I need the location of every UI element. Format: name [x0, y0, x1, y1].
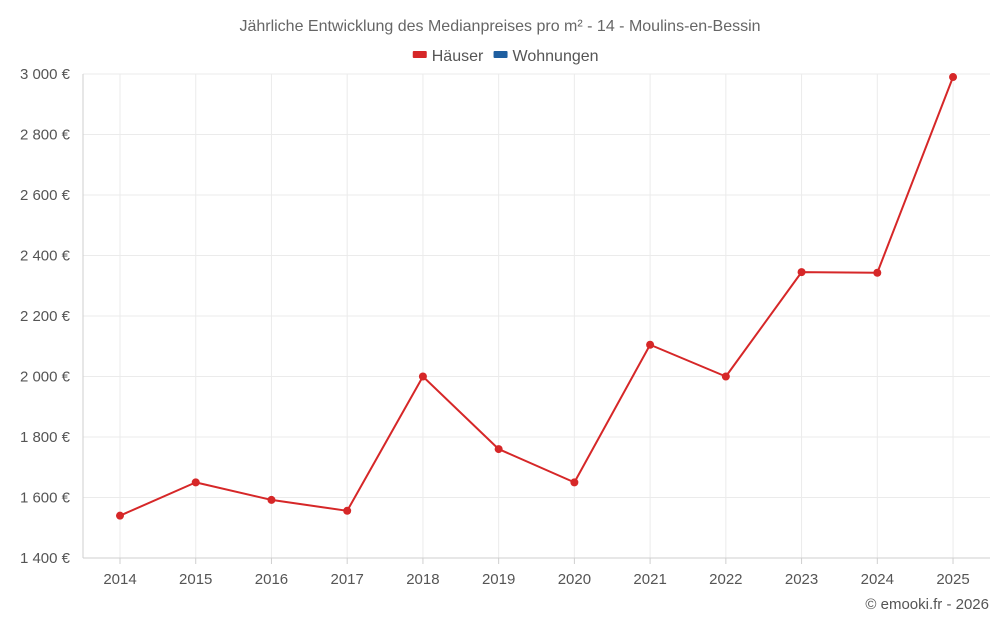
x-tick-label: 2017: [331, 571, 364, 588]
y-tick-label: 3 000 €: [20, 66, 71, 83]
y-tick-label: 1 400 €: [20, 550, 71, 567]
data-point[interactable]: [116, 511, 124, 520]
credit-text: © emooki.fr - 2026: [865, 596, 989, 613]
legend: Häuser Wohnungen: [412, 48, 599, 65]
y-tick-label: 2 000 €: [20, 369, 71, 386]
series-line-häuser: [119, 76, 954, 517]
x-tick-label: 2022: [709, 571, 742, 588]
data-point[interactable]: [191, 478, 200, 487]
y-tick-label: 2 200 €: [20, 308, 71, 325]
legend-label: Wohnungen: [513, 48, 599, 65]
data-point[interactable]: [797, 268, 806, 277]
data-point[interactable]: [570, 478, 579, 487]
legend-swatch: [412, 51, 427, 58]
x-tick-label: 2021: [633, 571, 666, 588]
data-point[interactable]: [267, 495, 276, 504]
data-point[interactable]: [418, 372, 427, 381]
x-tick-label: 2019: [482, 571, 515, 588]
y-tick-label: 1 800 €: [20, 429, 71, 446]
series-layer: [116, 73, 958, 520]
data-point[interactable]: [721, 372, 730, 381]
x-tick-label: 2025: [936, 571, 969, 588]
legend-item-haeuser[interactable]: Häuser: [412, 48, 484, 65]
data-point[interactable]: [949, 73, 958, 82]
legend-swatch: [493, 51, 508, 58]
data-point[interactable]: [494, 445, 503, 454]
x-tick-label: 2023: [785, 571, 818, 588]
data-point[interactable]: [646, 340, 655, 349]
data-point[interactable]: [873, 268, 882, 277]
x-tick-label: 2020: [558, 571, 591, 588]
data-point[interactable]: [343, 506, 352, 515]
y-tick-label: 2 600 €: [20, 187, 71, 204]
axes: 1 400 € 1 600 € 1 800 € 2 000 € 2 200 € 2 400…: [20, 66, 990, 588]
x-tick-label: 2015: [179, 571, 212, 588]
chart-title: Jährliche Entwicklung des Medianpreises …: [239, 18, 760, 35]
legend-item-wohnungen[interactable]: Wohnungen: [493, 48, 599, 65]
y-tick-label: 2 400 €: [20, 248, 71, 265]
x-tick-label: 2016: [255, 571, 288, 588]
x-tick-label: 2024: [861, 571, 894, 588]
x-tick-label: 2018: [406, 571, 439, 588]
y-tick-label: 1 600 €: [20, 490, 71, 507]
x-tick-label: 2014: [103, 571, 136, 588]
legend-label: Häuser: [432, 48, 484, 65]
grid: [83, 73, 990, 558]
y-tick-label: 2 800 €: [20, 127, 71, 144]
